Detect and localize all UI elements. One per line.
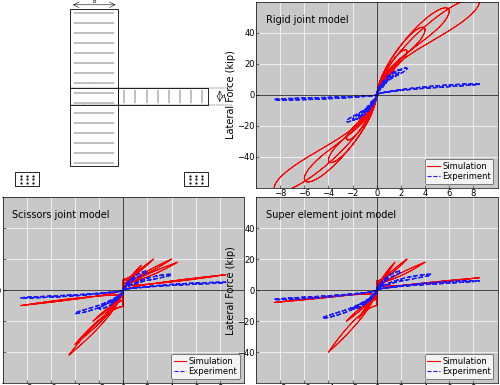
Bar: [184, 172, 208, 186]
Text: b: b: [92, 0, 96, 4]
Legend: Simulation, Experiment: Simulation, Experiment: [171, 354, 240, 379]
Text: Super element joint model: Super element joint model: [266, 210, 396, 220]
Bar: [70, 9, 118, 166]
Bar: [118, 88, 208, 105]
Legend: Simulation, Experiment: Simulation, Experiment: [424, 354, 494, 379]
Text: Scissors joint model: Scissors joint model: [12, 210, 110, 220]
Text: Rigid joint model: Rigid joint model: [266, 15, 348, 25]
Legend: Simulation, Experiment: Simulation, Experiment: [424, 159, 494, 184]
Y-axis label: Lateral Force (kip): Lateral Force (kip): [226, 246, 236, 335]
Bar: [14, 172, 38, 186]
Text: d: d: [222, 94, 226, 99]
X-axis label: Drift Ratio (%): Drift Ratio (%): [342, 200, 411, 209]
Y-axis label: Lateral Force (kip): Lateral Force (kip): [226, 50, 236, 139]
